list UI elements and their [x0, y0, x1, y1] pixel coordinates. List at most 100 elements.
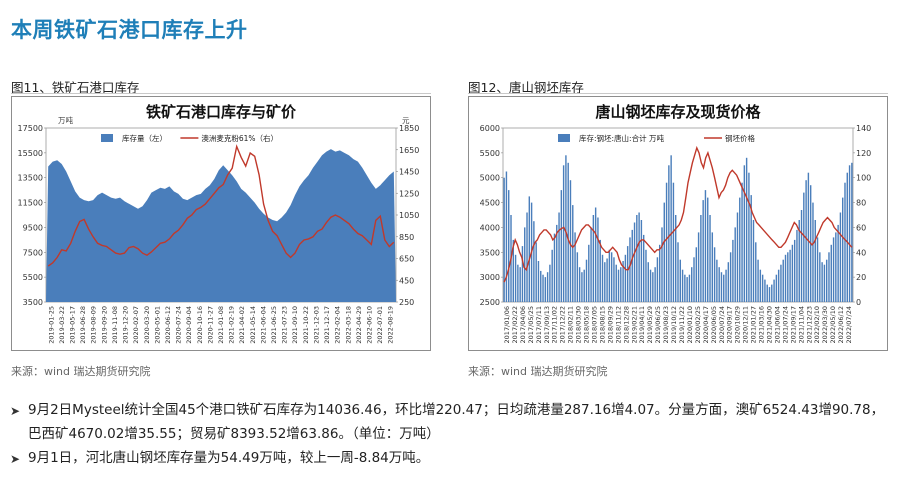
y-left-tick-label: 17500	[18, 124, 43, 133]
bar	[551, 249, 553, 302]
arrow-bullet-icon: ➤	[10, 404, 21, 418]
bar	[807, 172, 810, 302]
bar	[814, 220, 816, 302]
bar	[803, 192, 805, 302]
bar	[601, 254, 604, 302]
arrow-bullet-icon: ➤	[10, 452, 21, 466]
x-tick-label: 2021/11/04	[797, 306, 805, 343]
bar	[665, 182, 668, 302]
x-tick-label: 2017/04/06	[519, 306, 527, 343]
bar	[572, 205, 574, 302]
bar	[775, 274, 778, 302]
bar	[848, 165, 851, 302]
bar	[617, 269, 620, 302]
bar	[624, 254, 627, 302]
bar	[542, 274, 544, 302]
bar	[830, 244, 832, 302]
bar	[576, 252, 579, 302]
figure-11-caption: 图11、铁矿石港口库存	[11, 80, 140, 95]
legend-swatch	[558, 134, 570, 142]
bullet-list: ➤ 9月2日Mysteel统计全国45个港口铁矿石库存为14036.46，环比增…	[10, 398, 890, 471]
bar	[645, 249, 647, 302]
bar	[620, 267, 622, 302]
bar	[686, 277, 688, 302]
legend-label: 钢坯价格	[725, 133, 755, 143]
bar	[821, 262, 823, 302]
y-right-tick-label: 20	[856, 273, 866, 282]
x-tick-label: 2019/08/23	[662, 306, 670, 343]
bar	[656, 257, 659, 302]
x-tick-label: 2020-09-04	[185, 306, 193, 344]
bar	[675, 215, 677, 302]
x-tick-label: 2022/07/24	[845, 306, 853, 343]
y-left-tick-label: 13500	[18, 174, 43, 183]
y-right-tick-label: 1450	[399, 168, 419, 177]
bar	[590, 227, 592, 302]
bar	[613, 257, 615, 302]
x-tick-label: 2022/05/10	[829, 306, 837, 343]
bar	[743, 165, 746, 302]
x-tick-label: 2021-10-22	[302, 306, 310, 344]
bar	[608, 249, 611, 302]
bar	[704, 190, 707, 302]
bar	[718, 267, 720, 302]
bar	[681, 269, 684, 302]
bar	[725, 269, 727, 302]
x-tick-label: 2021/06/04	[773, 306, 781, 343]
y-left-tick-label: 3000	[480, 273, 500, 282]
x-tick-label: 2017/07/11	[535, 306, 543, 343]
y-left-unit: 万吨	[58, 115, 73, 125]
bar	[736, 212, 739, 302]
bar	[599, 239, 601, 302]
x-tick-label: 2021/07/24	[781, 306, 789, 343]
bar	[851, 162, 853, 302]
bar	[549, 264, 551, 302]
bar	[540, 270, 542, 302]
x-tick-label: 2019-08-09	[90, 306, 98, 344]
y-left-tick-label: 5000	[480, 174, 500, 183]
series-area-left	[46, 149, 396, 302]
bar	[720, 272, 723, 302]
bar	[729, 252, 732, 302]
bar	[791, 244, 794, 302]
bar	[819, 252, 821, 302]
y-right-tick-label: 1650	[399, 146, 419, 155]
bar	[654, 267, 656, 302]
bar	[812, 202, 814, 302]
bar	[793, 239, 796, 302]
x-tick-label: 2022/06/12	[837, 306, 845, 343]
bar	[604, 262, 606, 302]
bar	[626, 246, 629, 302]
bar	[638, 212, 640, 302]
bar	[755, 242, 757, 302]
bar	[633, 222, 636, 302]
bar	[732, 239, 734, 302]
x-tick-label: 2020/09/17	[726, 306, 734, 343]
y-left-tick-label: 11500	[18, 199, 43, 208]
bar	[745, 157, 748, 302]
legend-label: 澳洲麦克粉61%（右）	[201, 133, 278, 143]
bar	[569, 180, 572, 302]
x-tick-label: 2020/04/17	[702, 306, 710, 343]
x-tick-label: 2017/09/13	[543, 306, 551, 343]
legend-label: 库存:钢坯:唐山:合计 万吨	[579, 133, 664, 143]
x-tick-label: 2020-10-16	[196, 306, 204, 344]
bar	[537, 261, 540, 302]
bar	[565, 155, 567, 302]
bar	[816, 237, 819, 302]
x-tick-label: 2019-03-22	[58, 306, 66, 344]
chart-tangshan-billet: 唐山钢坯库存及现货价格 2500 3000 3500 4000 4500 5000 5500 6…	[468, 96, 888, 351]
bar	[837, 224, 839, 302]
x-tick-label: 2020-05-01	[153, 306, 161, 344]
x-tick-label: 2019/06/25	[654, 306, 662, 343]
bar	[668, 165, 670, 302]
y-left-tick-label: 4000	[480, 223, 500, 232]
bar	[832, 237, 835, 302]
y-left-tick-label: 15500	[18, 149, 43, 158]
bar	[503, 177, 505, 302]
bar	[787, 252, 789, 302]
bar	[663, 202, 665, 302]
x-tick-label: 2020-11-27	[206, 306, 214, 344]
x-tick-label: 2021-07-23	[281, 306, 289, 344]
bar	[642, 234, 645, 302]
